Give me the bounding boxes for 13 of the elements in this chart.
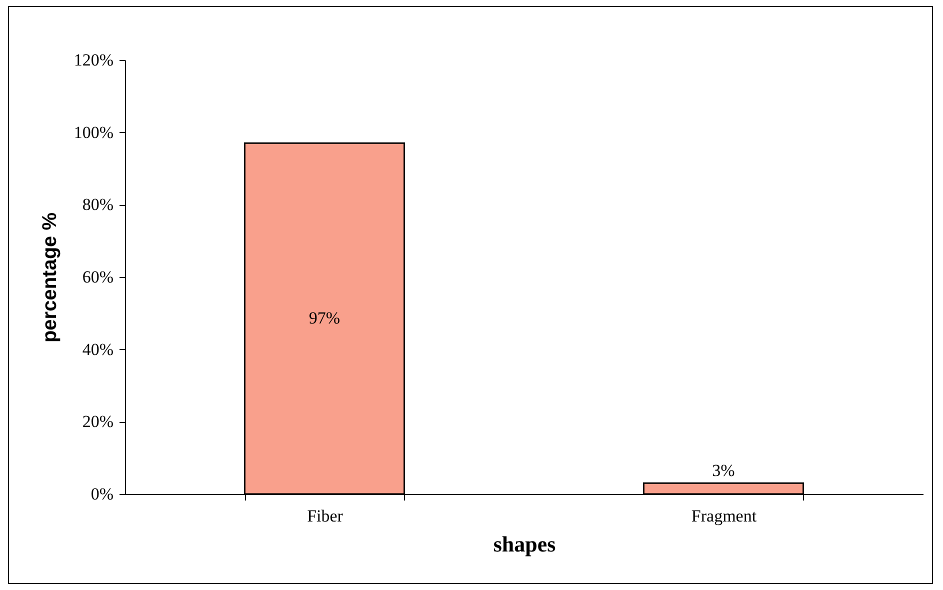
- y-axis-title: percentage %: [38, 212, 61, 343]
- x-axis-title: shapes: [493, 532, 556, 556]
- data-label: 3%: [712, 461, 735, 480]
- y-tick-label: 100%: [74, 122, 114, 142]
- y-tick-label: 20%: [82, 412, 114, 432]
- y-tick-label: 120%: [74, 50, 114, 70]
- y-tick-label: 40%: [82, 340, 114, 359]
- x-tick-label: Fiber: [307, 506, 344, 526]
- x-tick-label: Fragment: [691, 506, 757, 526]
- y-tick-label: 0%: [90, 484, 114, 504]
- y-tick-label: 60%: [82, 268, 114, 286]
- y-tick-label: 80%: [82, 195, 114, 214]
- data-label: 97%: [308, 308, 340, 328]
